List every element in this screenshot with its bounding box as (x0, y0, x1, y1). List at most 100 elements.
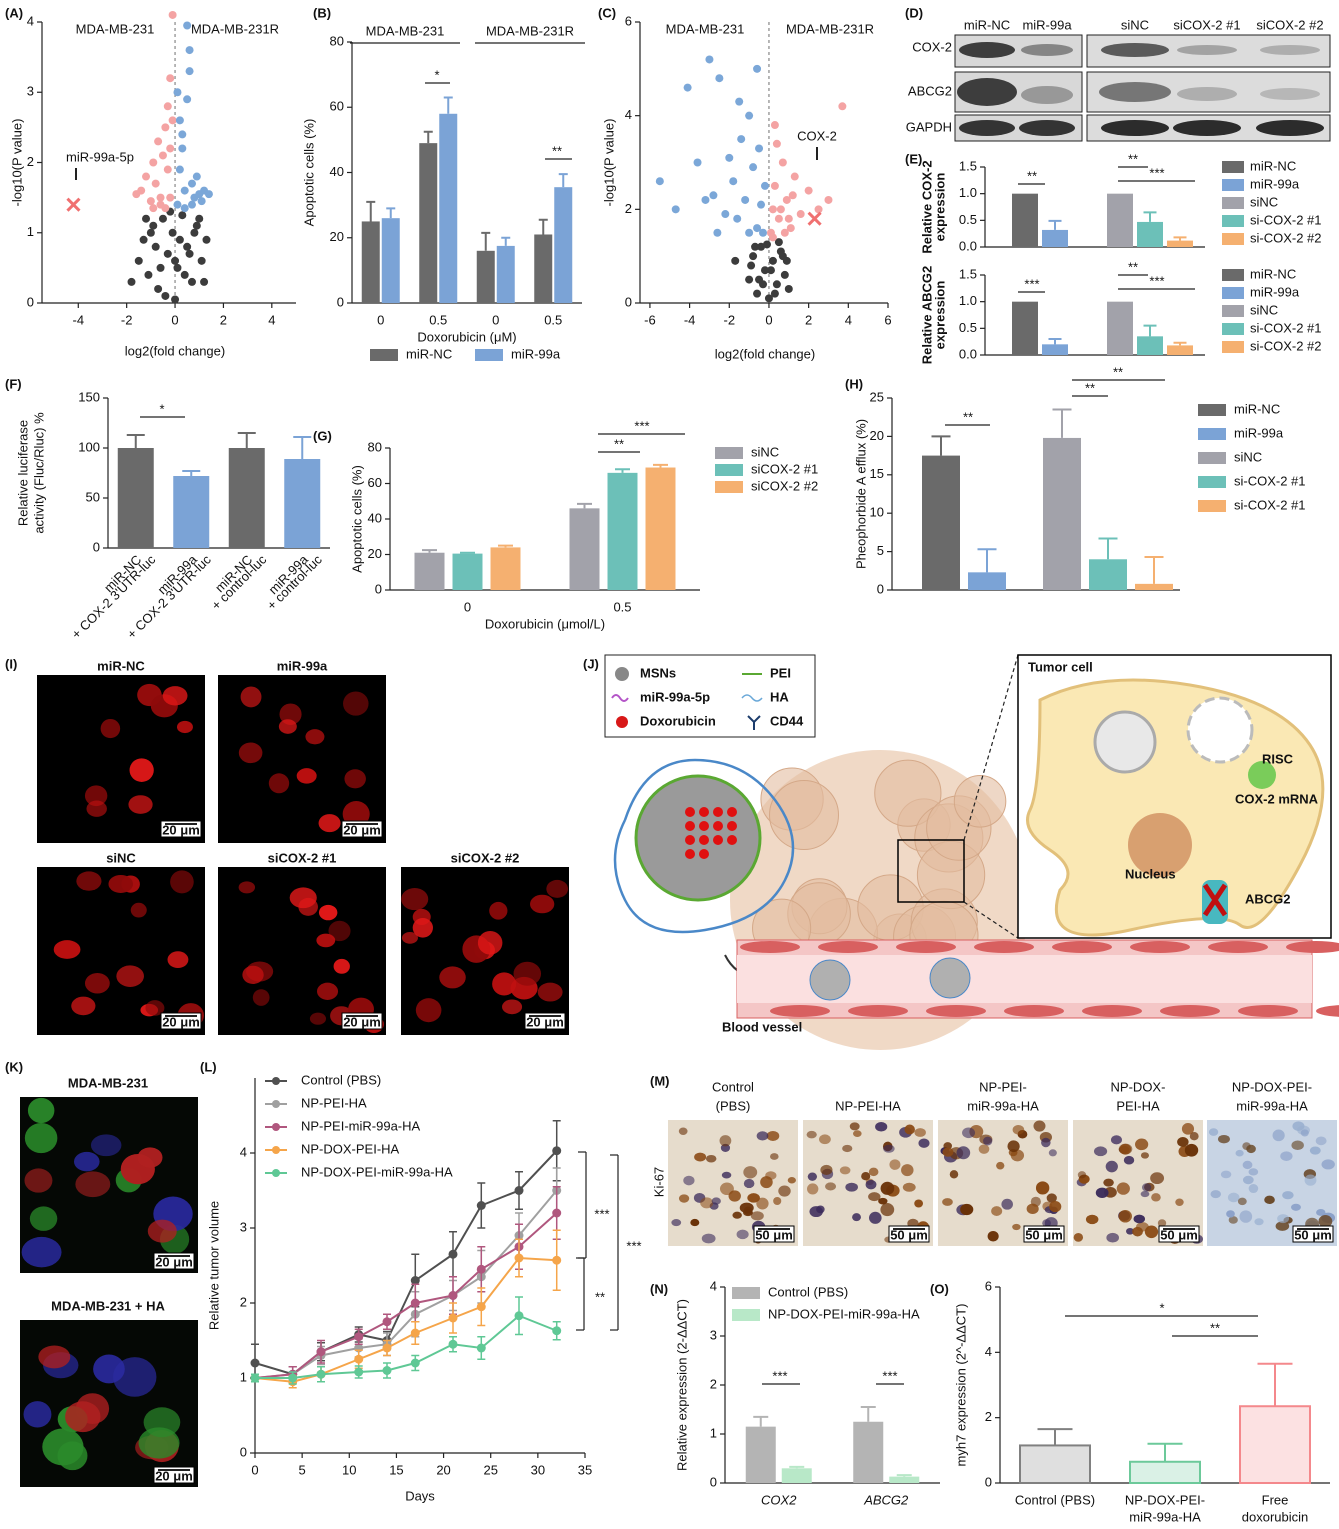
point (729, 177, 738, 186)
point (804, 186, 813, 195)
error-bar (1144, 555, 1164, 584)
annotation: MDA-MB-231R (191, 21, 279, 36)
blot-band (1260, 88, 1320, 100)
cell (1001, 1198, 1013, 1210)
bar (607, 472, 638, 590)
legend-label: miR-NC (1234, 401, 1280, 416)
cell (816, 1205, 825, 1214)
cell (42, 1428, 84, 1466)
x-tick-label: -4 (684, 312, 696, 327)
point (149, 221, 158, 230)
cell (719, 1135, 732, 1147)
legend-swatch (272, 1146, 280, 1154)
cell (1007, 1140, 1020, 1153)
bar (228, 448, 265, 548)
cell (747, 1193, 760, 1203)
bar (1012, 193, 1038, 247)
endothelium (740, 941, 800, 953)
legend-swatch (1222, 341, 1244, 353)
blot-band (1021, 44, 1073, 56)
error-bar (501, 236, 511, 246)
error-bar (753, 1415, 769, 1427)
endothelium (1082, 1005, 1142, 1017)
point (354, 1367, 364, 1377)
point (382, 1366, 392, 1375)
legend-swatch (272, 1123, 280, 1131)
cell (84, 972, 110, 994)
point (168, 228, 177, 237)
scale-label: 20 μm (162, 1014, 200, 1029)
blot-band (1099, 82, 1171, 102)
legend-swatch (475, 349, 503, 361)
cell (316, 982, 339, 1000)
cell (739, 1202, 754, 1214)
series-line (254, 1212, 558, 1379)
drug (713, 807, 723, 817)
point (780, 228, 789, 237)
panel-label: (G) (313, 428, 332, 443)
cell (1184, 1143, 1199, 1157)
cell (1291, 1140, 1304, 1150)
point (768, 256, 777, 265)
point (514, 1311, 524, 1321)
point (204, 190, 213, 199)
error-bar (1173, 341, 1187, 346)
bar (117, 448, 154, 548)
point (552, 1255, 562, 1265)
bar (922, 455, 960, 590)
error-bar (860, 1406, 876, 1422)
cell (147, 1219, 177, 1243)
cell (889, 1159, 901, 1170)
point (759, 228, 768, 237)
point (655, 177, 664, 186)
y-tick-label: 80 (368, 439, 382, 454)
cell (23, 1401, 52, 1428)
cell (711, 1197, 721, 1205)
cell (883, 1144, 895, 1153)
point (745, 275, 754, 284)
y-tick-label: 3 (240, 1219, 247, 1234)
cell (537, 982, 563, 1002)
cell (279, 703, 302, 725)
cell (1012, 1223, 1021, 1231)
point (156, 193, 165, 202)
scale-label: 20 μm (343, 1014, 381, 1029)
point (774, 214, 783, 223)
point (768, 205, 777, 214)
x-axis-label: log2(fold change) (715, 346, 815, 361)
y-tick-label: 0.5 (959, 320, 977, 335)
icon (747, 715, 761, 730)
point (178, 211, 187, 220)
point (158, 151, 167, 160)
legend-label: Doxorubicin (640, 713, 716, 728)
cell (1208, 1128, 1219, 1136)
cell (750, 1211, 764, 1221)
error-bar (422, 549, 437, 553)
point (185, 67, 194, 76)
annotation: *** (882, 1368, 897, 1383)
point (753, 224, 762, 233)
bar (381, 218, 400, 303)
y-tick-label: 3 (27, 84, 34, 99)
cell (1282, 1191, 1294, 1200)
cell (84, 785, 108, 807)
cell (128, 795, 153, 814)
legend-label: miR-99a (1250, 176, 1300, 191)
error-bar (538, 218, 548, 235)
point (185, 249, 194, 258)
y-tick-label: 20 (368, 546, 382, 561)
blot-band (957, 78, 1017, 106)
drug (685, 807, 695, 817)
cell (983, 1136, 993, 1146)
scale-label: 50 μm (1160, 1227, 1198, 1242)
error-bar (789, 1465, 805, 1469)
error-bar (1052, 408, 1072, 438)
error-bar (423, 130, 433, 144)
error-bar (931, 435, 951, 456)
cell (1157, 1219, 1167, 1227)
cell (1242, 1160, 1253, 1170)
cell (987, 1230, 999, 1242)
legend-label: miR-99a-5p (640, 689, 710, 704)
cell (343, 691, 369, 716)
cell (238, 881, 256, 894)
